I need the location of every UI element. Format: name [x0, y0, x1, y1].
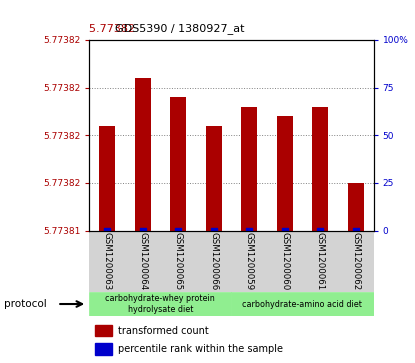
Point	[281, 228, 288, 233]
Bar	[170, 97, 186, 231]
Bar	[89, 292, 232, 316]
Bar	[348, 183, 364, 231]
Bar	[95, 343, 112, 355]
Text: GDS5390 / 1380927_at: GDS5390 / 1380927_at	[115, 24, 244, 34]
Bar	[232, 292, 374, 316]
Text: carbohydrate-amino acid diet: carbohydrate-amino acid diet	[242, 299, 362, 309]
Point	[317, 228, 324, 233]
Text: GSM1200064: GSM1200064	[138, 232, 147, 290]
Bar	[277, 116, 293, 231]
Text: GSM1200065: GSM1200065	[173, 232, 183, 290]
Bar	[134, 78, 151, 231]
Bar	[99, 126, 115, 231]
Point	[352, 228, 359, 233]
Point	[246, 228, 252, 233]
Text: GSM1200063: GSM1200063	[103, 232, 112, 290]
Text: percentile rank within the sample: percentile rank within the sample	[118, 344, 283, 354]
Text: 5.77382: 5.77382	[89, 24, 139, 34]
Text: protocol: protocol	[4, 299, 47, 309]
Bar	[95, 325, 112, 336]
Bar	[205, 126, 222, 231]
Text: GSM1200061: GSM1200061	[316, 232, 325, 290]
Text: transformed count: transformed count	[118, 326, 208, 336]
Text: GSM1200066: GSM1200066	[209, 232, 218, 290]
Point	[139, 228, 146, 233]
Point	[104, 228, 110, 233]
Text: carbohydrate-whey protein
hydrolysate diet: carbohydrate-whey protein hydrolysate di…	[105, 294, 215, 314]
Text: GSM1200060: GSM1200060	[280, 232, 289, 290]
Bar	[241, 107, 257, 231]
Point	[210, 228, 217, 233]
Bar	[312, 107, 328, 231]
Point	[175, 228, 181, 233]
Text: GSM1200059: GSM1200059	[244, 232, 254, 290]
Text: GSM1200062: GSM1200062	[351, 232, 360, 290]
